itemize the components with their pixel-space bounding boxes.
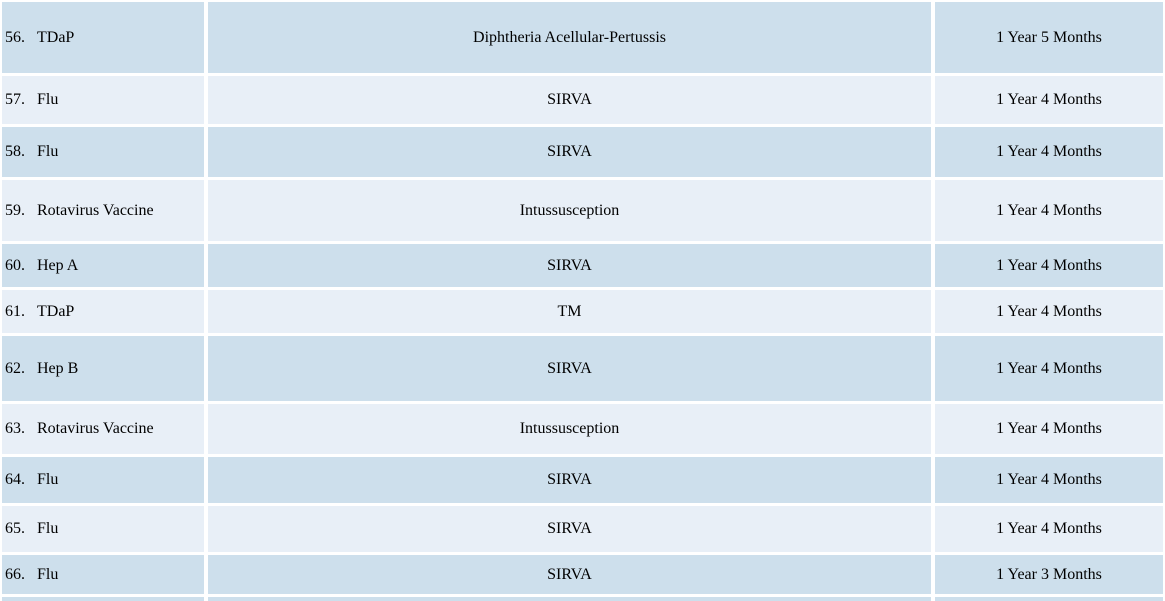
table-row: 58. Flu SIRVA 1 Year 4 Months xyxy=(2,127,1163,177)
vaccine-name: Flu xyxy=(37,520,59,537)
vaccine-name: Rotavirus Vaccine xyxy=(37,420,154,437)
duration-cell xyxy=(935,597,1163,601)
duration-cell: 1 Year 4 Months xyxy=(935,76,1163,124)
injury-cell: SIRVA xyxy=(208,506,931,552)
table-row: 65. Flu SIRVA 1 Year 4 Months xyxy=(2,506,1163,552)
table-row: 61. TDaP TM 1 Year 4 Months xyxy=(2,290,1163,333)
vaccine-cell: 63. Rotavirus Vaccine xyxy=(2,404,204,454)
table-row: 66. Flu SIRVA 1 Year 3 Months xyxy=(2,555,1163,594)
row-number: 60. xyxy=(5,256,25,274)
vaccine-name: TDaP xyxy=(37,302,75,320)
injury-cell: SIRVA xyxy=(208,76,931,124)
injury-cell: Intussusception xyxy=(208,404,931,454)
vaccine-name: Flu xyxy=(37,565,59,583)
vaccine-name: Hep A xyxy=(37,256,79,274)
table-row: 57. Flu SIRVA 1 Year 4 Months xyxy=(2,76,1163,124)
row-number: 66. xyxy=(5,565,25,583)
vaccine-cell: 58. Flu xyxy=(2,127,204,177)
vaccine-cell: 61. TDaP xyxy=(2,290,204,333)
duration-cell: 1 Year 4 Months xyxy=(935,180,1163,241)
injury-cell: SIRVA xyxy=(208,127,931,177)
vaccine-name: Flu xyxy=(37,143,59,160)
table-row: 64. Flu SIRVA 1 Year 4 Months xyxy=(2,457,1163,503)
vaccine-cell: 65. Flu xyxy=(2,506,204,552)
vaccine-cell: 66. Flu xyxy=(2,555,204,594)
table-row: 60. Hep A SIRVA 1 Year 4 Months xyxy=(2,244,1163,287)
duration-cell: 1 Year 4 Months xyxy=(935,290,1163,333)
table-row: 62. Hep B SIRVA 1 Year 4 Months xyxy=(2,336,1163,401)
vaccine-cell: 59. Rotavirus Vaccine xyxy=(2,180,204,241)
duration-cell: 1 Year 5 Months xyxy=(935,2,1163,73)
vaccine-name: Flu xyxy=(37,471,59,488)
row-number: 61. xyxy=(5,302,25,320)
duration-cell: 1 Year 4 Months xyxy=(935,244,1163,287)
row-number: 65. xyxy=(5,520,25,537)
table-row: 56. TDaP Diphtheria Acellular-Pertussis 1… xyxy=(2,2,1163,73)
vaccine-name: Rotavirus Vaccine xyxy=(37,201,154,219)
duration-cell: 1 Year 3 Months xyxy=(935,555,1163,594)
vaccine-cell xyxy=(2,597,204,601)
row-number: 57. xyxy=(5,91,25,108)
vaccine-name: Hep B xyxy=(37,359,79,377)
duration-cell: 1 Year 4 Months xyxy=(935,506,1163,552)
injury-cell: SIRVA xyxy=(208,336,931,401)
vaccine-cell: 62. Hep B xyxy=(2,336,204,401)
injury-cell: TM xyxy=(208,290,931,333)
table-row: 59. Rotavirus Vaccine Intussusception 1 Y… xyxy=(2,180,1163,241)
row-number: 59. xyxy=(5,201,25,219)
duration-cell: 1 Year 4 Months xyxy=(935,127,1163,177)
injury-cell: Diphtheria Acellular-Pertussis xyxy=(208,2,931,73)
duration-cell: 1 Year 4 Months xyxy=(935,404,1163,454)
vaccine-cell: 60. Hep A xyxy=(2,244,204,287)
row-number: 58. xyxy=(5,143,25,160)
table-row: 63. Rotavirus Vaccine Intussusception 1 Y… xyxy=(2,404,1163,454)
injury-cell: SIRVA xyxy=(208,457,931,503)
vaccine-name: TDaP xyxy=(37,28,75,46)
row-number: 64. xyxy=(5,471,25,488)
injury-cell: SIRVA xyxy=(208,244,931,287)
duration-cell: 1 Year 4 Months xyxy=(935,457,1163,503)
vaccine-cell: 57. Flu xyxy=(2,76,204,124)
vaccine-cell: 64. Flu xyxy=(2,457,204,503)
vaccine-name: Flu xyxy=(37,91,59,108)
row-number: 56. xyxy=(5,28,25,46)
row-number: 63. xyxy=(5,420,25,437)
row-number: 62. xyxy=(5,359,25,377)
injury-cell: Intussusception xyxy=(208,180,931,241)
partial-next-row xyxy=(2,597,1163,601)
injury-cell: SIRVA xyxy=(208,555,931,594)
injury-cell xyxy=(208,597,931,601)
duration-cell: 1 Year 4 Months xyxy=(935,336,1163,401)
vaccine-cell: 56. TDaP xyxy=(2,2,204,73)
